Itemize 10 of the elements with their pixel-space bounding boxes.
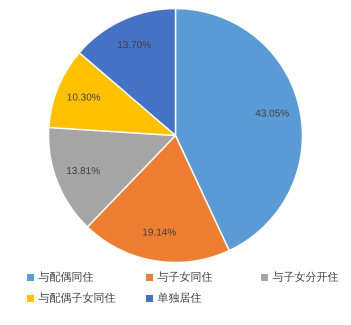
legend-label: 与子女同住 — [158, 270, 212, 284]
legend-label: 单独居住 — [158, 292, 202, 304]
legend-label: 与子女分开住 — [272, 270, 338, 284]
data-label: 10.30% — [66, 92, 101, 104]
data-label: 19.14% — [142, 228, 176, 239]
data-label: 13.70% — [117, 40, 152, 51]
data-label: 13.81% — [66, 166, 100, 177]
legend-label: 与配偶同住 — [38, 270, 94, 284]
legend-label: 与配偶子女同住 — [38, 292, 116, 304]
data-label: 43.05% — [255, 108, 290, 120]
